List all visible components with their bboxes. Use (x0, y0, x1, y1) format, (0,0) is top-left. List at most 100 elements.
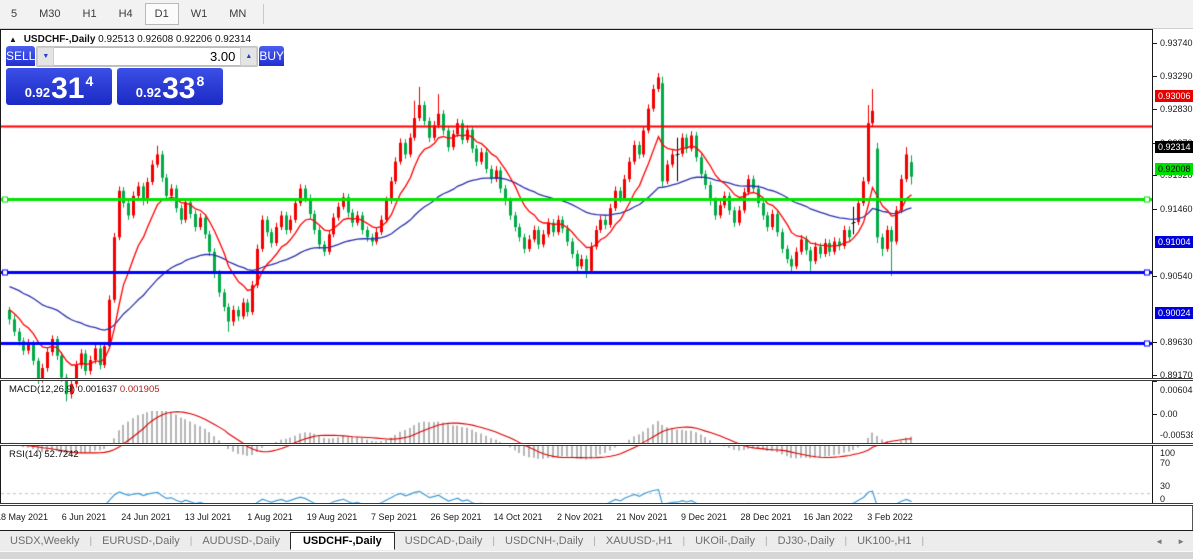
time-axis-label: 24 Jun 2021 (121, 512, 171, 522)
price-tick-label: 0.91920 (1160, 170, 1193, 181)
volume-decrease-button[interactable]: ▼ (37, 47, 55, 66)
price-tick (1153, 208, 1157, 210)
timeframe-button-mn[interactable]: MN (229, 8, 247, 20)
price-tick (1153, 43, 1157, 45)
tab-separator: | (844, 535, 848, 547)
main-chart-canvas[interactable] (1, 60, 1153, 408)
timeframe-button-h1[interactable]: H1 (82, 8, 97, 20)
tab-separator: | (593, 535, 596, 547)
rsi-dateaxis-separator (0, 503, 1193, 506)
price-axis[interactable]: 0.937400.932900.928300.923700.919200.914… (1152, 29, 1193, 505)
time-axis-label: 7 Sep 2021 (370, 512, 418, 522)
tab-scroll-left-icon[interactable]: ◄ (1155, 536, 1164, 546)
tab-separator: | (189, 535, 193, 547)
one-click-trade-widget: SELL ▼ ▲ BUY 0.92 31 4 0.92 33 8 (6, 46, 285, 105)
time-axis-label: 6 Jun 2021 (61, 512, 107, 522)
price-tick (1153, 275, 1157, 277)
tab-scroll-arrows: ◄ ► (1155, 537, 1185, 546)
sell-price-big: 31 (51, 72, 85, 105)
timeframe-button-m30[interactable]: M30 (39, 8, 61, 20)
time-axis-label: 2 Nov 2021 (556, 512, 604, 522)
timeframe-button-h4[interactable]: H4 (118, 8, 133, 20)
volume-increase-button[interactable]: ▲ (240, 47, 258, 66)
time-axis-label: 18 May 2021 (0, 512, 49, 522)
tab-usdx-weekly[interactable]: USDX,Weekly (10, 535, 80, 547)
price-tick-label: 0.93740 (1160, 38, 1193, 49)
macd-rsi-separator[interactable] (0, 443, 1193, 446)
buy-button[interactable]: BUY (259, 46, 285, 67)
tab-separator: | (492, 535, 496, 547)
price-tick-label: 0.93290 (1160, 70, 1193, 81)
time-axis-label: 16 Jan 2022 (803, 512, 853, 522)
timeframe-button-5[interactable]: 5 (11, 8, 18, 20)
buy-price-pip: 8 (196, 73, 205, 89)
sell-price-pip: 4 (85, 73, 94, 89)
time-axis-label: 3 Feb 2022 (867, 512, 913, 522)
price-badge: 0.92008 (1155, 162, 1193, 175)
tab-scroll-right-icon[interactable]: ► (1177, 536, 1185, 546)
volume-stepper: ▼ ▲ (36, 46, 259, 67)
macd-main-value: 0.001637 (77, 384, 118, 395)
buy-price-prefix: 0.92 (135, 85, 162, 100)
macd-signal-value: 0.001905 (119, 384, 160, 395)
price-tick-label: 0.92830 (1160, 104, 1193, 115)
timeframe-button-d1[interactable]: D1 (144, 3, 179, 25)
symbol-title: USDCHF-,Daily (23, 34, 96, 45)
time-axis-label: 26 Sep 2021 (430, 512, 482, 522)
time-axis[interactable]: 18 May 2021 6 Jun 2021 24 Jun 2021 13 Jul 2… (0, 505, 1152, 530)
volume-input[interactable] (54, 47, 241, 66)
time-axis-label: 21 Nov 2021 (616, 512, 668, 522)
rsi-axis-label: 30 (1160, 480, 1171, 491)
toolbar-separator (263, 4, 265, 24)
sell-price-prefix: 0.92 (24, 85, 51, 100)
rsi-axis-label: 100 (1160, 448, 1176, 458)
rsi-axis-label: 0 (1160, 494, 1166, 504)
price-tick (1153, 375, 1157, 377)
rsi-label: RSI(14) 52.7242 (9, 449, 79, 460)
timeframe-button-w1[interactable]: W1 (190, 8, 208, 20)
buy-price-big: 33 (162, 72, 196, 105)
time-axis-label: 19 Aug 2021 (306, 512, 358, 522)
time-axis-label: 28 Dec 2021 (740, 512, 792, 522)
tab-dj30-daily[interactable]: DJ30-,Daily (777, 535, 835, 547)
buy-price-button[interactable]: 0.92 33 8 (117, 68, 223, 105)
price-badge: 0.90024 (1155, 307, 1193, 320)
tab-separator: | (682, 535, 686, 547)
price-tick-label: 0.89170 (1160, 370, 1193, 381)
rsi-value: 52.7242 (44, 449, 79, 460)
tab-xauusd-h1[interactable]: XAUUSD-,H1 (605, 535, 673, 547)
tab-audusd-daily[interactable]: AUDUSD-,Daily (202, 535, 280, 547)
price-tick (1153, 109, 1157, 111)
macd-name: MACD(12,26,9) (9, 384, 75, 395)
tab-usdcad-daily[interactable]: USDCAD-,Daily (404, 535, 483, 547)
tab-usdchf-daily[interactable]: USDCHF-,Daily (289, 532, 395, 550)
macd-axis-tick (1153, 381, 1157, 382)
macd-label: MACD(12,26,9) 0.001637 0.001905 (9, 384, 160, 395)
sell-button[interactable]: SELL (6, 46, 36, 67)
rsi-axis-label: 70 (1160, 458, 1171, 469)
tab-eurusd-daily[interactable]: EURUSD-,Daily (102, 535, 180, 547)
tab-uk100-h1[interactable]: UK100-,H1 (857, 535, 912, 547)
price-tick (1153, 175, 1157, 177)
price-badge: 0.92314 (1155, 140, 1193, 153)
price-tick-label: 0.91460 (1160, 203, 1193, 214)
time-axis-label: 13 Jul 2021 (184, 512, 232, 522)
bottom-strip (0, 551, 1193, 559)
macd-axis-label: 0.00 (1160, 408, 1178, 419)
sell-price-button[interactable]: 0.92 31 4 (6, 68, 112, 105)
price-tick-label: 0.90540 (1160, 270, 1193, 281)
timeframe-toolbar: 5 M30 H1 H4 D1 W1 MN (0, 0, 1193, 29)
macd-panel-canvas[interactable] (1, 411, 1153, 473)
tab-usdcnh-daily[interactable]: USDCNH-,Daily (505, 535, 584, 547)
tab-ukoil-daily[interactable]: UKOil-,Daily (695, 535, 756, 547)
time-axis-label: 1 Aug 2021 (247, 512, 293, 522)
price-badge: 0.91004 (1155, 235, 1193, 248)
macd-axis-label: -0.005383 (1160, 430, 1193, 440)
rsi-name: RSI(14) (9, 449, 42, 460)
price-badge: 0.93006 (1155, 90, 1193, 103)
main-macd-separator[interactable] (0, 378, 1193, 381)
collapse-triangle-icon[interactable]: ▲ (9, 35, 17, 44)
price-tick (1153, 341, 1157, 343)
time-axis-label: 14 Oct 2021 (493, 512, 543, 522)
